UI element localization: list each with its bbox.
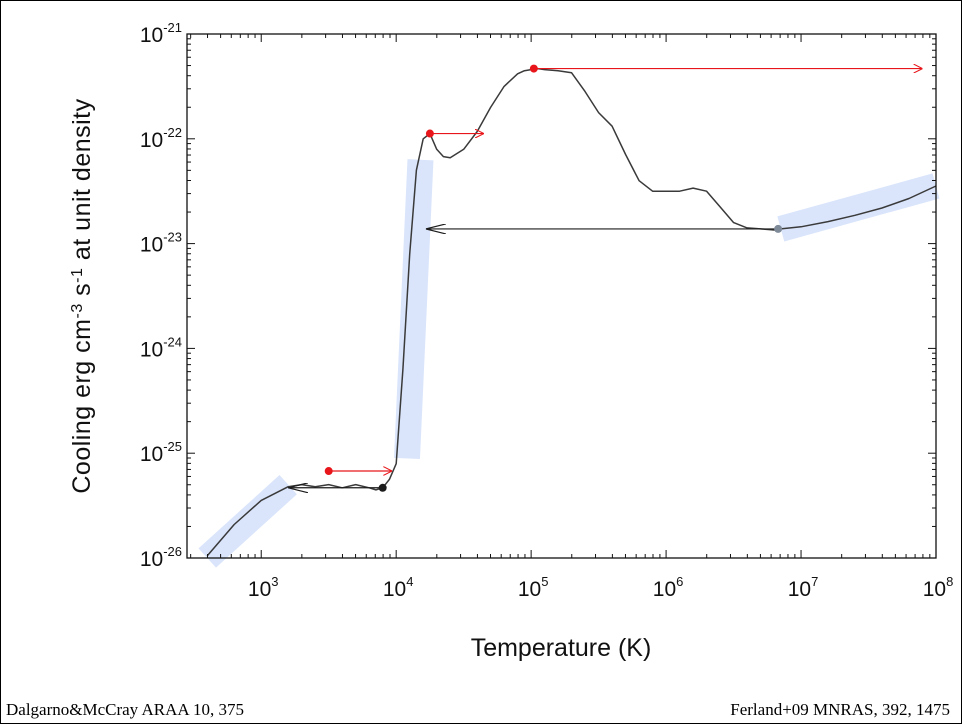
marker-point-4: [774, 224, 783, 233]
curves: [206, 67, 937, 557]
citation-right: Ferland+09 MNRAS, 392, 1475: [730, 700, 950, 719]
x-tick-label-5: 105: [518, 574, 549, 601]
y-axis-title: Cooling erg cm-3 s-1 at unit density: [68, 98, 96, 493]
x-tick-label-8: 108: [923, 574, 954, 601]
marker-point-2: [425, 129, 434, 138]
markers: [324, 64, 783, 492]
cooling-curve-line-0: [206, 67, 937, 557]
highlight-bands: [198, 159, 940, 568]
tick-labels: 103 104 105 106 107 108 10-21 10-22 10-23 10-24 10…: [140, 20, 953, 601]
arrows: [288, 69, 923, 488]
citation-left: Dalgarno&McCray ARAA 10, 375: [6, 700, 244, 719]
y-tick-label--26: 10-26: [140, 544, 182, 571]
y-tick-label--21: 10-21: [140, 20, 182, 47]
x-tick-label-6: 106: [653, 574, 684, 601]
marker-point-3: [529, 64, 538, 73]
highlight-band-0: [198, 475, 297, 568]
marker-point-0: [324, 467, 333, 476]
x-tick-label-7: 107: [788, 574, 819, 601]
highlight-band-1: [393, 159, 434, 460]
x-tick-label-3: 103: [248, 574, 279, 601]
tick-marks: [187, 34, 936, 559]
y-tick-label--22: 10-22: [140, 125, 182, 152]
plot-frame: [186, 33, 937, 559]
x-axis-title: Temperature (K): [471, 634, 652, 662]
marker-point-1: [378, 483, 387, 492]
y-tick-label--23: 10-23: [140, 230, 182, 257]
y-tick-label--25: 10-25: [140, 439, 182, 466]
highlight-band-2: [777, 173, 940, 242]
y-tick-label--24: 10-24: [140, 334, 182, 361]
x-tick-label-4: 104: [383, 574, 414, 601]
